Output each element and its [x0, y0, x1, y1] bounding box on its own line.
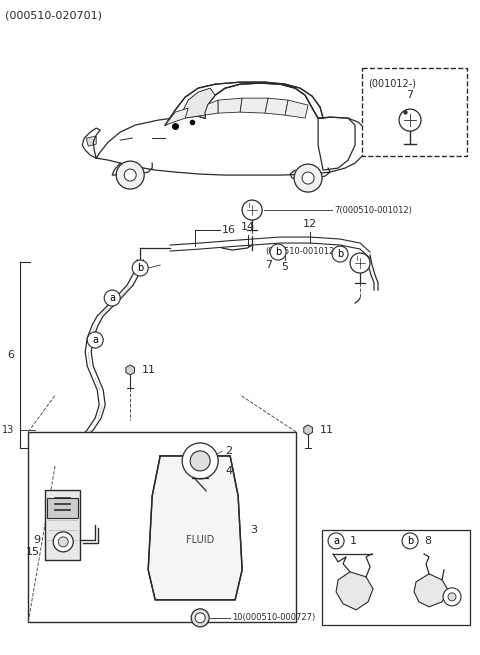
- Text: 11: 11: [142, 365, 156, 375]
- Text: b: b: [137, 263, 144, 273]
- Text: a: a: [92, 335, 98, 345]
- Circle shape: [190, 451, 210, 471]
- Circle shape: [270, 244, 286, 260]
- Circle shape: [195, 613, 205, 623]
- Text: 16: 16: [222, 225, 236, 235]
- Circle shape: [58, 537, 68, 547]
- Polygon shape: [47, 498, 78, 518]
- Circle shape: [132, 260, 148, 276]
- Text: 11: 11: [320, 425, 334, 435]
- Circle shape: [328, 533, 344, 549]
- Circle shape: [182, 443, 218, 479]
- Text: b: b: [275, 247, 281, 257]
- Text: a: a: [109, 293, 115, 303]
- Text: 8: 8: [424, 536, 431, 546]
- Circle shape: [448, 593, 456, 601]
- Polygon shape: [198, 100, 218, 118]
- Circle shape: [332, 246, 348, 262]
- Text: 7: 7: [265, 260, 272, 270]
- Polygon shape: [240, 98, 268, 113]
- Circle shape: [242, 200, 262, 220]
- Text: 6: 6: [7, 350, 14, 360]
- Circle shape: [87, 332, 103, 348]
- Text: 13: 13: [2, 425, 14, 435]
- Circle shape: [294, 164, 322, 192]
- FancyBboxPatch shape: [28, 432, 296, 622]
- FancyBboxPatch shape: [322, 530, 470, 625]
- Circle shape: [104, 290, 120, 306]
- Circle shape: [116, 161, 144, 189]
- Polygon shape: [126, 365, 134, 375]
- Circle shape: [443, 588, 461, 606]
- Circle shape: [402, 533, 418, 549]
- Polygon shape: [218, 98, 242, 113]
- Circle shape: [191, 609, 209, 627]
- Polygon shape: [86, 136, 96, 146]
- Text: 9: 9: [33, 535, 40, 545]
- Text: 4: 4: [225, 466, 232, 476]
- Text: 7(000510-001012): 7(000510-001012): [334, 206, 412, 215]
- Text: FLUID: FLUID: [186, 535, 214, 545]
- Polygon shape: [285, 100, 308, 118]
- Text: 5: 5: [282, 262, 288, 272]
- Text: 14: 14: [241, 222, 255, 232]
- Polygon shape: [148, 456, 242, 600]
- Text: b: b: [337, 249, 343, 259]
- Text: a: a: [333, 536, 339, 546]
- Text: b: b: [407, 536, 413, 546]
- Text: (000510-001012): (000510-001012): [265, 246, 337, 255]
- Text: 15: 15: [26, 547, 40, 557]
- Circle shape: [350, 253, 370, 273]
- Polygon shape: [165, 108, 188, 125]
- Polygon shape: [45, 490, 80, 560]
- Text: 7: 7: [407, 90, 414, 100]
- Polygon shape: [165, 82, 323, 125]
- Text: 2: 2: [225, 446, 232, 456]
- Polygon shape: [183, 88, 215, 118]
- Text: 3: 3: [250, 525, 257, 535]
- FancyBboxPatch shape: [362, 68, 467, 156]
- Text: 10(000510-000727): 10(000510-000727): [232, 613, 315, 622]
- Circle shape: [53, 532, 73, 552]
- Text: (001012-): (001012-): [368, 78, 416, 88]
- Text: (000510-020701): (000510-020701): [5, 10, 102, 20]
- Polygon shape: [336, 572, 373, 610]
- Text: 1: 1: [350, 536, 357, 546]
- Text: 12: 12: [303, 219, 317, 229]
- Circle shape: [302, 172, 314, 184]
- Circle shape: [124, 169, 136, 181]
- Polygon shape: [304, 425, 312, 435]
- Polygon shape: [265, 98, 288, 115]
- Polygon shape: [414, 574, 448, 607]
- Circle shape: [399, 109, 421, 131]
